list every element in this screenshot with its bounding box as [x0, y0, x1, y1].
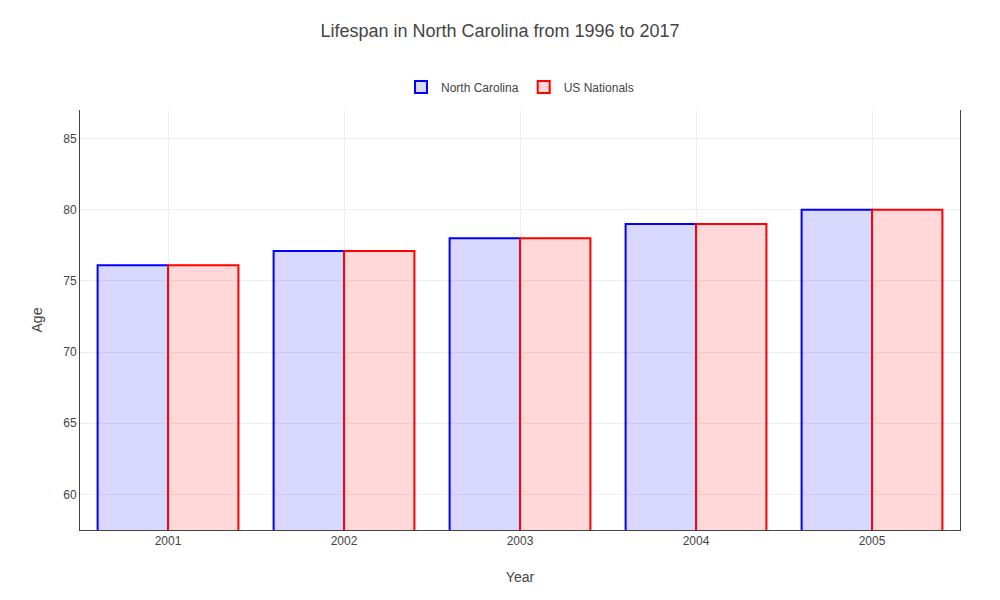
svg-text:60: 60 [63, 488, 77, 502]
svg-text:Lifespan in North Carolina fro: Lifespan in North Carolina from 1996 to … [320, 21, 679, 41]
svg-text:Year: Year [506, 569, 535, 585]
svg-text:2004: 2004 [683, 534, 710, 548]
svg-text:North Carolina: North Carolina [441, 81, 519, 95]
svg-text:2002: 2002 [331, 534, 358, 548]
svg-text:2001: 2001 [155, 534, 182, 548]
svg-text:85: 85 [63, 132, 77, 146]
svg-text:2005: 2005 [859, 534, 886, 548]
svg-text:2003: 2003 [507, 534, 534, 548]
svg-text:65: 65 [63, 416, 77, 430]
svg-text:70: 70 [63, 345, 77, 359]
svg-text:75: 75 [63, 274, 77, 288]
svg-text:80: 80 [63, 203, 77, 217]
svg-text:US Nationals: US Nationals [564, 81, 634, 95]
svg-text:Age: Age [29, 307, 45, 332]
